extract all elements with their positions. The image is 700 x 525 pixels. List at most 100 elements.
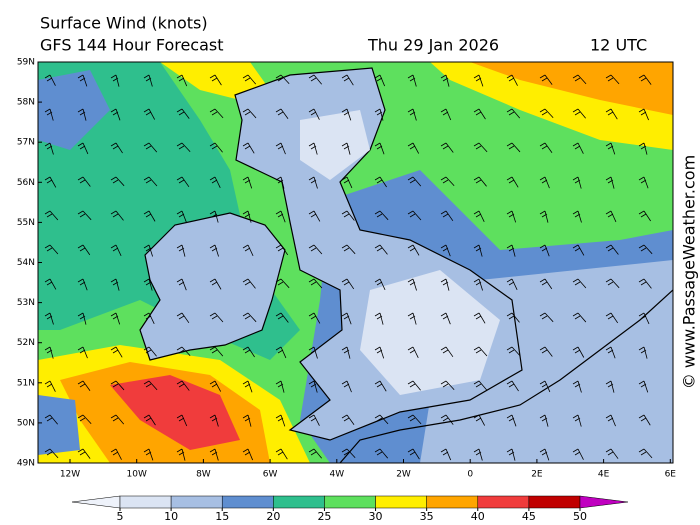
wind-barb: [143, 142, 158, 153]
wind-barb: [539, 278, 553, 290]
wind-barb: [308, 414, 320, 426]
wind-barb: [110, 142, 123, 154]
lon-label: 2W: [396, 470, 411, 480]
wind-barb: [110, 176, 125, 187]
wind-barb: [44, 108, 54, 121]
wind-barb: [308, 312, 321, 324]
wind-barb: [275, 448, 288, 460]
wind-barb: [44, 176, 57, 188]
coastline: [339, 289, 673, 463]
wind-barb: [473, 414, 486, 426]
wind-barb: [506, 380, 519, 392]
lon-label: 6W: [263, 470, 278, 480]
wind-barb: [473, 74, 484, 87]
wind-barb: [275, 414, 286, 427]
wind-barb: [308, 448, 322, 459]
wind-barb: [209, 380, 222, 392]
colorbar-over: [579, 495, 629, 509]
wind-barb: [374, 74, 386, 87]
wind-field: [38, 395, 80, 455]
wind-barb: [341, 312, 352, 325]
wind-barb: [341, 210, 355, 221]
wind-barb: [143, 414, 156, 426]
wind-barb: [473, 244, 483, 257]
wind-barb: [572, 312, 587, 323]
wind-barb: [275, 312, 289, 323]
lon-label: 0: [467, 470, 473, 480]
wind-barb: [539, 244, 550, 257]
wind-barb: [638, 380, 649, 393]
wind-barb: [209, 74, 222, 86]
wind-barb: [539, 448, 550, 461]
wind-barb: [605, 244, 619, 255]
subtitle: GFS 144 Hour Forecast: [40, 36, 224, 55]
wind-barb: [407, 448, 420, 460]
colorbar-label: 30: [369, 510, 383, 523]
wind-barb: [308, 380, 318, 393]
wind-barb: [242, 380, 253, 393]
lat-label: 52N: [17, 338, 35, 348]
wind-barb: [473, 176, 487, 187]
wind-barb: [242, 108, 257, 119]
colorbar-label: 5: [117, 510, 124, 523]
lat-label: 56N: [17, 178, 35, 188]
wind-barb: [242, 312, 257, 323]
lat-label: 50N: [17, 418, 35, 428]
wind-barb: [110, 346, 123, 358]
wind-barb: [77, 108, 87, 121]
wind-barb: [242, 244, 254, 257]
wind-barb: [605, 380, 615, 393]
lat-label: 49N: [17, 459, 35, 469]
wind-barb: [44, 448, 59, 459]
wind-barb: [77, 244, 91, 256]
wind-barb: [275, 278, 290, 289]
wind-barb: [209, 108, 224, 119]
wind-barb: [572, 74, 587, 85]
lat-label: 55N: [17, 218, 35, 228]
wind-barb: [209, 244, 219, 257]
wind-barb: [176, 244, 186, 257]
wind-barb: [176, 346, 191, 357]
wind-barb: [242, 448, 254, 461]
wind-barb: [77, 414, 92, 425]
wind-barb: [242, 74, 257, 85]
wind-barb: [572, 346, 585, 358]
wind-barb: [638, 176, 649, 189]
wind-barb: [110, 380, 125, 391]
lon-label: 2E: [531, 470, 543, 480]
wind-barb: [110, 210, 124, 221]
wind-barb: [572, 108, 586, 119]
colorbar-label: 50: [573, 510, 587, 523]
wind-barb: [110, 278, 120, 291]
wind-barb: [638, 346, 648, 359]
wind-barb: [44, 346, 54, 359]
wind-barb: [110, 312, 121, 325]
wind-barb: [440, 414, 454, 425]
wind-barb: [605, 414, 616, 427]
wind-barb: [506, 142, 521, 153]
wind-barb: [242, 346, 255, 358]
wind-barb: [77, 380, 91, 391]
wind-barb: [572, 414, 582, 427]
wind-barb: [572, 448, 584, 460]
wind-barb: [605, 278, 620, 289]
wind-barb: [572, 380, 582, 393]
wind-barb: [374, 448, 389, 459]
wind-barb: [143, 312, 155, 324]
wind-field: [110, 375, 240, 450]
wind-barb: [539, 414, 549, 427]
credit: © www.PassageWeather.com: [680, 155, 699, 389]
wind-barb: [143, 380, 158, 391]
map: [38, 62, 673, 463]
wind-barb: [308, 176, 318, 189]
wind-barb: [539, 176, 550, 189]
wind-barb: [242, 414, 252, 427]
wind-field: [470, 62, 673, 115]
colorbar-label: 25: [317, 510, 331, 523]
wind-barb: [77, 346, 88, 359]
colorbar-swatch: [426, 495, 479, 509]
lat-label: 57N: [17, 138, 35, 148]
wind-barb: [572, 278, 587, 289]
wind-barb: [407, 380, 421, 391]
wind-barb: [539, 312, 554, 323]
